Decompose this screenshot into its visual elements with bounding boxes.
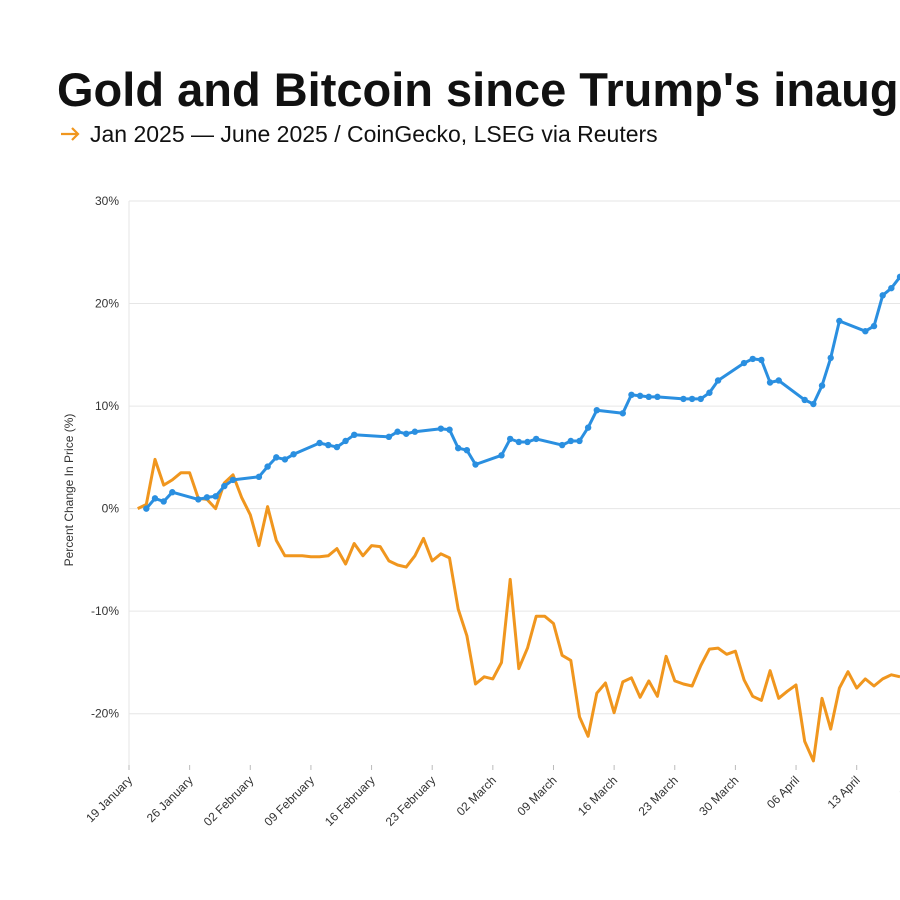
data-point bbox=[498, 452, 505, 459]
data-point bbox=[810, 400, 817, 408]
data-point bbox=[827, 354, 834, 362]
y-tick-label: -20% bbox=[91, 707, 119, 721]
x-tick-label: 19 January bbox=[83, 773, 135, 825]
data-point bbox=[775, 377, 782, 384]
data-point bbox=[437, 425, 445, 432]
data-point bbox=[879, 292, 886, 299]
data-point bbox=[766, 379, 774, 386]
data-point bbox=[862, 328, 869, 335]
data-point bbox=[576, 437, 583, 445]
subtitle: Jan 2025 — June 2025 / CoinGecko, LSEG v… bbox=[90, 121, 658, 147]
data-point bbox=[758, 356, 765, 364]
data-point bbox=[567, 437, 575, 445]
x-tick-label: 20 A bbox=[897, 773, 900, 800]
y-tick-label: 20% bbox=[95, 297, 119, 311]
data-point bbox=[169, 489, 176, 496]
data-point bbox=[463, 446, 471, 454]
x-tick-label: 02 February bbox=[201, 773, 257, 829]
data-point bbox=[524, 438, 531, 446]
y-tick-label: 0% bbox=[102, 502, 120, 516]
data-point bbox=[654, 393, 661, 401]
data-point bbox=[584, 424, 592, 431]
data-point bbox=[273, 454, 280, 461]
x-tick-label: 13 April bbox=[825, 773, 863, 811]
data-point bbox=[160, 498, 167, 505]
x-tick-label: 23 March bbox=[636, 773, 681, 818]
data-point bbox=[680, 395, 687, 403]
data-point bbox=[316, 439, 323, 447]
data-point bbox=[506, 435, 514, 443]
x-tick-label: 09 February bbox=[261, 773, 317, 829]
x-tick-label: 30 March bbox=[696, 773, 741, 818]
data-point bbox=[619, 410, 626, 417]
data-point bbox=[325, 441, 332, 449]
data-point bbox=[688, 395, 696, 403]
y-tick-label: 10% bbox=[95, 399, 119, 413]
x-tick-label: 16 February bbox=[322, 773, 378, 829]
series bbox=[137, 457, 900, 763]
data-point bbox=[532, 435, 540, 443]
data-point bbox=[870, 322, 878, 330]
data-point bbox=[636, 392, 644, 400]
data-point bbox=[749, 355, 756, 363]
data-point bbox=[836, 317, 843, 325]
data-point bbox=[264, 463, 271, 470]
y-tick-label: -10% bbox=[91, 604, 119, 618]
data-point bbox=[645, 393, 652, 401]
x-tick-label: 09 March bbox=[514, 773, 559, 818]
data-point bbox=[151, 495, 159, 502]
data-point bbox=[818, 382, 826, 389]
data-point bbox=[333, 443, 341, 451]
data-point bbox=[221, 482, 228, 490]
data-point bbox=[714, 377, 722, 384]
x-tick-label: 26 January bbox=[144, 773, 196, 825]
data-point bbox=[203, 494, 211, 501]
x-tick-label: 06 April bbox=[764, 773, 802, 811]
data-point bbox=[628, 391, 635, 399]
data-point bbox=[195, 496, 202, 503]
x-tick-label: 23 February bbox=[383, 773, 439, 829]
data-point bbox=[888, 284, 895, 292]
data-point bbox=[281, 456, 289, 463]
y-axis-title: Percent Change In Price (%) bbox=[62, 414, 76, 567]
x-tick-label: 02 March bbox=[454, 773, 499, 818]
data-point bbox=[706, 389, 713, 396]
data-point bbox=[385, 433, 393, 441]
x-tick-label: 16 March bbox=[575, 773, 620, 818]
subtitle-arrow bbox=[61, 127, 80, 141]
data-point bbox=[403, 430, 410, 437]
data-point bbox=[411, 428, 419, 435]
data-point bbox=[896, 273, 900, 281]
data-line bbox=[137, 457, 900, 763]
series bbox=[143, 273, 900, 512]
data-point bbox=[697, 395, 704, 403]
data-point bbox=[143, 505, 150, 512]
data-point bbox=[515, 438, 523, 446]
data-point bbox=[446, 426, 453, 433]
data-point bbox=[342, 437, 349, 445]
chart-title: Gold and Bitcoin since Trump's inaug bbox=[57, 63, 899, 116]
data-point bbox=[593, 406, 600, 414]
data-point bbox=[351, 431, 358, 439]
data-point bbox=[212, 493, 219, 500]
data-point bbox=[740, 359, 748, 367]
data-point bbox=[801, 396, 808, 404]
data-point bbox=[558, 441, 566, 449]
data-point bbox=[454, 444, 462, 452]
data-point bbox=[290, 451, 297, 458]
y-tick-label: 30% bbox=[95, 194, 119, 208]
data-point bbox=[472, 461, 479, 468]
data-point bbox=[229, 476, 237, 484]
data-point bbox=[255, 473, 263, 481]
data-point bbox=[394, 428, 401, 435]
